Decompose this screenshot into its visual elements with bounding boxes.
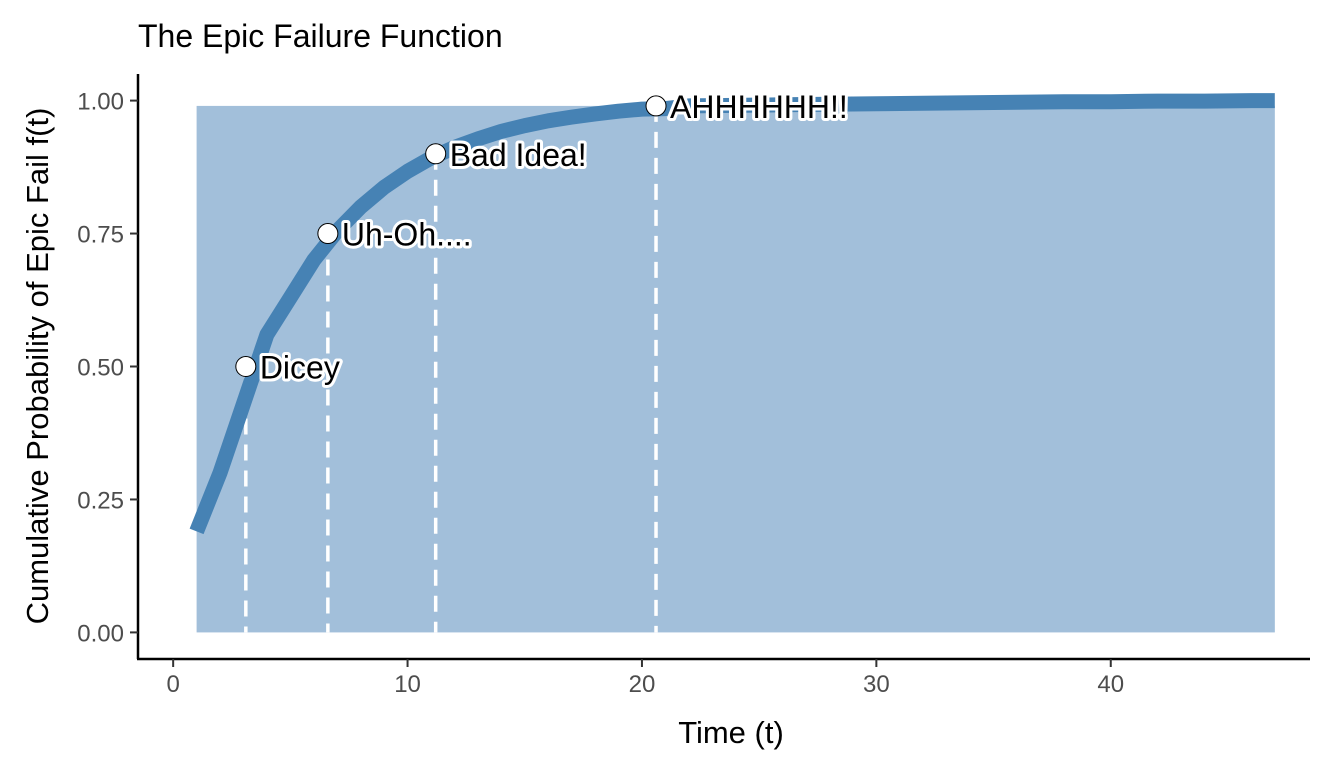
annotation-label-1: Uh-Oh.... [342,217,472,253]
annotation-label-0: Dicey [260,350,340,386]
annotation-point-0 [235,356,257,377]
annotation-label-2: Bad Idea! [450,137,587,173]
chart-title: The Epic Failure Function [138,18,503,54]
x-tick-label-2: 20 [629,671,656,698]
x-tick-label-0: 0 [166,671,179,698]
annotation-point-1 [317,223,339,245]
y-tick-label-1: 0.25 [77,487,124,514]
x-tick-label-3: 30 [863,671,890,698]
y-tick-label-2: 0.50 [77,355,124,382]
plot-area: Dicey Uh-Oh.... Bad Idea! AHHHHHH!! [189,86,1275,633]
y-tick-label-3: 0.75 [77,222,124,249]
y-tick-label-4: 1.00 [77,89,124,116]
annotation-label-3: AHHHHHH!! [670,89,848,125]
annotation-point-3 [645,95,667,117]
x-tick-label-1: 10 [394,671,421,698]
y-tick-label-0: 0.00 [77,620,124,647]
x-axis-title: Time (t) [678,715,784,750]
y-axis-title: Cumulative Probability of Epic Fail f(t) [20,108,55,625]
area-fill [196,105,1275,633]
annotation-point-2 [425,143,447,165]
axis-ticks: 0 10 20 30 40 0.00 0.25 0.50 0.75 1.00 [77,89,1124,698]
x-tick-label-4: 40 [1097,671,1124,698]
